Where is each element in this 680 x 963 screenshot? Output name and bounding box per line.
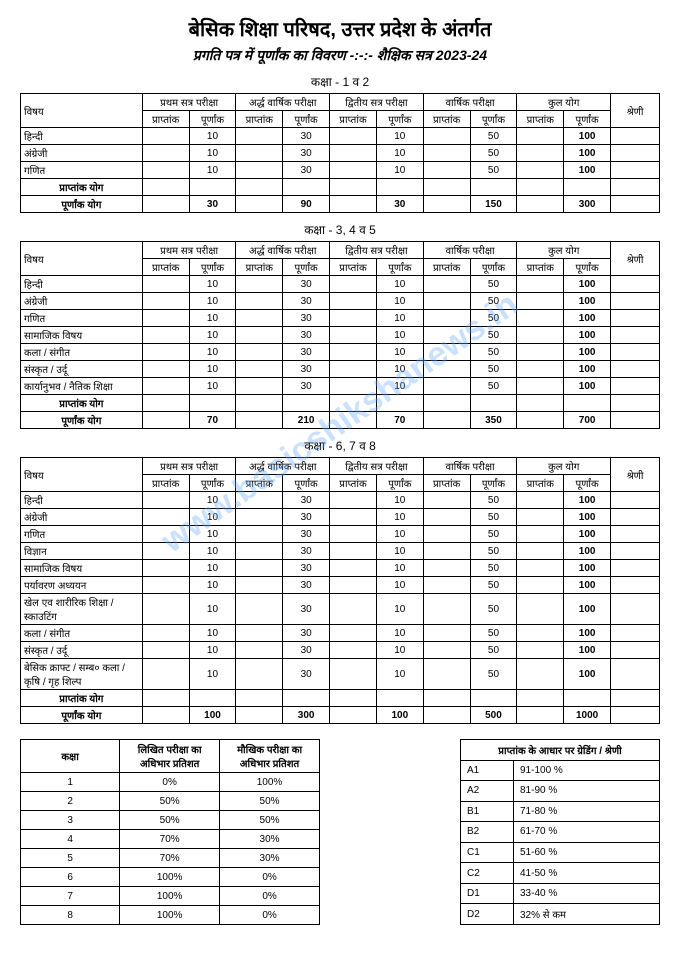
grade-table: प्राप्तांक के आधार पर ग्रेडिंग / श्रेणीA… — [460, 739, 660, 925]
class-label: कक्षा - 1 व 2 — [20, 73, 660, 90]
marks-table: विषयप्रथम सत्र परीक्षाअर्द्ध वार्षिक परी… — [20, 93, 660, 213]
class-label: कक्षा - 3, 4 व 5 — [20, 221, 660, 238]
class-label: कक्षा - 6, 7 व 8 — [20, 437, 660, 454]
marks-table: विषयप्रथम सत्र परीक्षाअर्द्ध वार्षिक परी… — [20, 457, 660, 724]
page-title: बेसिक शिक्षा परिषद, उत्तर प्रदेश के अंतर… — [20, 15, 660, 42]
marks-table: विषयप्रथम सत्र परीक्षाअर्द्ध वार्षिक परी… — [20, 241, 660, 429]
page-subtitle: प्रगति पत्र में पूर्णांक का विवरण -:-:- … — [20, 46, 660, 65]
percentage-table: कक्षालिखित परीक्षा का अधिभार प्रतिशतमौखि… — [20, 739, 320, 925]
